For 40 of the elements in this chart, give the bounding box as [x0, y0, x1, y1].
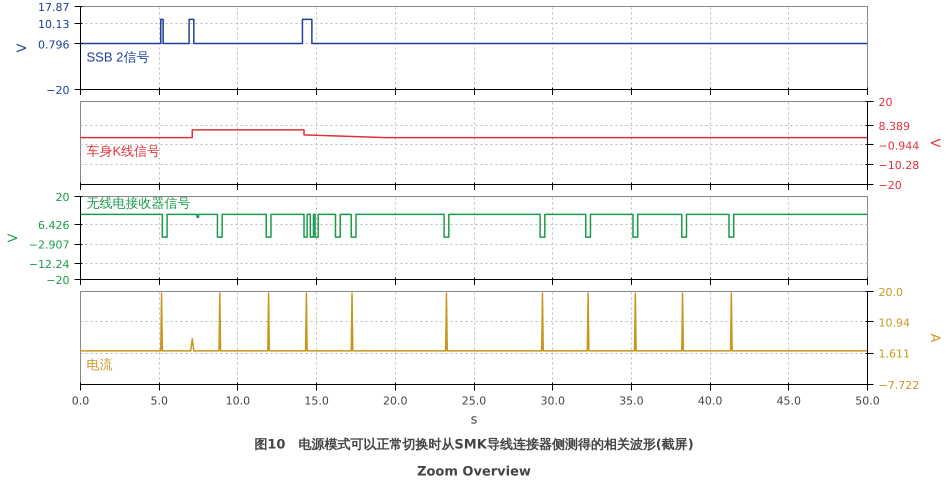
y2-tick-label: 8.389	[878, 120, 910, 134]
x-tick-label: 50.0	[855, 394, 880, 408]
y-tick-label: −20	[46, 274, 70, 287]
x-tick-label: 40.0	[698, 394, 722, 408]
y2-tick-label: −10.28	[878, 158, 920, 172]
y2-axis-title: A	[927, 334, 942, 343]
y2-tick-label: 20	[878, 96, 892, 109]
x-tick-label: 20.0	[383, 394, 408, 408]
text: Zoom Overview	[417, 464, 531, 480]
y-tick-label: 17.87	[38, 1, 70, 14]
y2-tick-label: −7.722	[878, 379, 920, 392]
series-label: 电流	[86, 356, 112, 372]
y2-axis-title: V	[927, 138, 942, 148]
x-tick-label: 10.0	[226, 394, 250, 408]
y2-tick-label: 10.94	[878, 316, 910, 330]
x-tick-label: 45.0	[776, 394, 802, 408]
y-tick-label: 10.13	[38, 18, 70, 31]
series-label: 车身K线信号	[86, 144, 160, 159]
x-tick-label: 25.0	[462, 394, 486, 408]
y-tick-label: 0.796	[38, 38, 70, 52]
y2-tick-label: −20	[878, 179, 902, 192]
y-tick-label: −20	[46, 84, 70, 97]
y-tick-label: −2.907	[28, 238, 70, 252]
x-axis-title: s	[470, 412, 478, 428]
y-axis-title: V	[6, 233, 21, 242]
y-axis-title: V	[15, 43, 30, 52]
y2-tick-label: 1.611	[878, 348, 910, 361]
y2-tick-label: −0.944	[878, 139, 920, 152]
series-label: 无线电接收器信号	[86, 195, 190, 210]
caption: 图10 电源模式可以正常切换时从SMK导线连接器侧测得的相关波形(截屏)	[254, 436, 694, 452]
x-tick-label: 30.0	[540, 394, 565, 408]
y-tick-label: 20	[56, 191, 70, 204]
y2-tick-label: 20.0	[878, 286, 903, 299]
series-label: SSB 2信号	[86, 49, 150, 64]
x-tick-label: 15.0	[304, 394, 329, 408]
y-tick-label: −12.24	[28, 258, 70, 271]
x-tick-label: 0.0	[72, 394, 90, 408]
y-tick-label: 6.426	[38, 219, 70, 232]
x-tick-label: 35.0	[619, 394, 644, 408]
x-tick-label: 5.0	[150, 394, 168, 408]
